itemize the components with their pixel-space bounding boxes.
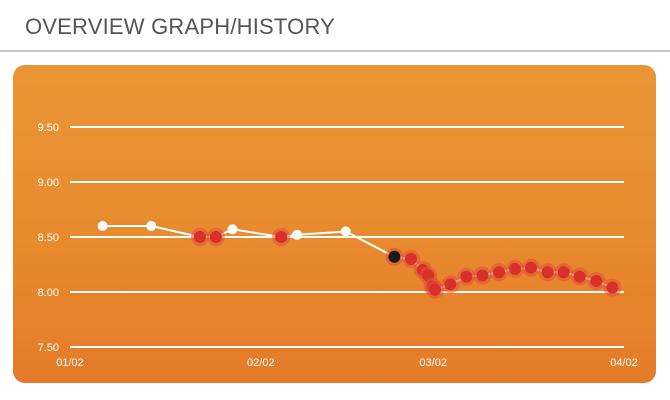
alert-data-point[interactable]: [590, 275, 603, 287]
overview-history-chart: 9.50 9.00 8.50 8.00 7.50 01/02 02/02 03/02 04/0…: [38, 122, 638, 369]
data-points[interactable]: [97, 221, 622, 299]
x-tick-label: 03/02: [419, 357, 447, 369]
y-tick-label: 9.00: [38, 177, 59, 189]
data-point[interactable]: [292, 229, 303, 240]
grid-lines: [70, 126, 624, 348]
alert-data-point[interactable]: [460, 270, 473, 283]
alert-data-point[interactable]: [606, 281, 619, 294]
alert-data-point[interactable]: [573, 270, 586, 283]
data-point[interactable]: [340, 226, 351, 237]
page-title: OVERVIEW GRAPH/HISTORY: [25, 14, 336, 39]
alert-data-point[interactable]: [509, 262, 522, 275]
alert-data-point[interactable]: [525, 261, 538, 274]
y-tick-label: 8.00: [38, 287, 59, 299]
data-point[interactable]: [97, 221, 108, 231]
x-axis-ticks: 01/02 02/02 03/02 04/02: [56, 357, 638, 369]
alert-data-point[interactable]: [541, 266, 554, 279]
series-line: [102, 225, 613, 291]
x-tick-label: 04/02: [610, 357, 638, 369]
x-tick-label: 01/02: [56, 357, 84, 369]
alert-data-point[interactable]: [429, 283, 442, 296]
y-axis-ticks: 9.50 9.00 8.50 8.00 7.50: [38, 122, 59, 354]
series-lines: [102, 225, 613, 291]
alert-data-point[interactable]: [275, 231, 288, 243]
y-tick-label: 7.50: [38, 342, 59, 354]
x-tick-label: 02/02: [247, 357, 275, 369]
page-header: OVERVIEW GRAPH/HISTORY: [0, 0, 670, 52]
alert-data-point[interactable]: [193, 231, 206, 243]
y-tick-label: 8.50: [38, 232, 59, 244]
data-point[interactable]: [227, 224, 238, 235]
y-tick-label: 9.50: [38, 122, 59, 134]
selected-data-point[interactable]: [388, 250, 401, 263]
alert-data-point[interactable]: [209, 231, 222, 243]
alert-data-point[interactable]: [476, 269, 489, 282]
alert-data-point[interactable]: [493, 266, 506, 279]
data-point[interactable]: [146, 221, 157, 231]
alert-data-point[interactable]: [444, 278, 457, 291]
alert-data-point[interactable]: [557, 266, 570, 279]
overview-chart-card: 9.50 9.00 8.50 8.00 7.50 01/02 02/02 03/02 04/0…: [13, 65, 656, 383]
alert-data-point[interactable]: [405, 253, 418, 265]
